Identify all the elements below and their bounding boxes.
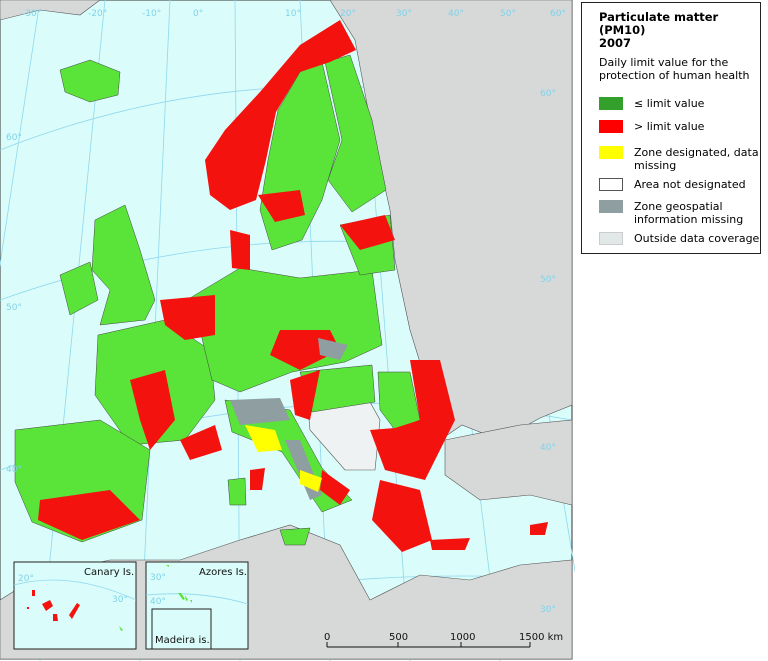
svg-text:0°: 0° (193, 9, 203, 19)
svg-text:40°: 40° (6, 465, 22, 475)
white-swatch (599, 178, 623, 191)
red-swatch (599, 120, 623, 133)
legend-item-above-limit: > limit value (599, 120, 704, 133)
pm10-map[interactable]: -30° -20° -10° 0° 10° 20° 30° 40° 50° 60… (0, 0, 575, 661)
svg-text:1000: 1000 (450, 632, 475, 643)
inset-canary-islands: 20° 30° Canary Is. (13, 561, 137, 650)
legend-subtitle: Daily limit value for the protection of h… (599, 56, 750, 82)
zones-above-limit (38, 20, 548, 552)
svg-text:60°: 60° (550, 9, 566, 19)
svg-text:20°: 20° (18, 574, 34, 584)
svg-text:50°: 50° (540, 275, 556, 285)
svg-text:-10°: -10° (142, 9, 161, 19)
svg-text:40°: 40° (448, 9, 464, 19)
legend-item-below-limit: ≤ limit value (599, 97, 704, 110)
legend-item-not-designated: Area not designated (599, 178, 746, 191)
svg-text:60°: 60° (6, 133, 22, 143)
land-outside-coverage (0, 0, 573, 660)
map-legend: Particulate matter (PM10) 2007 Daily limi… (581, 2, 761, 254)
svg-text:30°: 30° (112, 595, 128, 605)
scale-bar: 0 500 1000 1500 km (324, 632, 563, 648)
svg-text:500: 500 (389, 632, 408, 643)
svg-text:50°: 50° (6, 303, 22, 313)
svg-text:30°: 30° (396, 9, 412, 19)
svg-text:Madeira is.: Madeira is. (155, 635, 210, 646)
svg-text:30°: 30° (150, 573, 166, 583)
inset-madeira: Madeira is. (119, 608, 212, 650)
green-swatch (599, 97, 623, 110)
graticule-labels: -30° -20° -10° 0° 10° 20° 30° 40° 50° 60… (6, 9, 566, 615)
svg-text:Canary Is.: Canary Is. (84, 567, 134, 578)
svg-text:40°: 40° (150, 597, 166, 607)
svg-text:-30°: -30° (22, 9, 41, 19)
svg-text:0: 0 (324, 632, 330, 643)
zones-data-missing (245, 425, 322, 492)
svg-text:-20°: -20° (88, 9, 107, 19)
svg-text:30°: 30° (540, 605, 556, 615)
legend-item-geospatial-missing: Zone geospatial information missing (599, 200, 743, 226)
svg-text:40°: 40° (540, 443, 556, 453)
svg-text:1500 km: 1500 km (519, 632, 563, 643)
svg-text:10°: 10° (285, 9, 301, 19)
legend-title: Particulate matter (PM10) 2007 (599, 10, 719, 50)
light-grey-swatch (599, 232, 623, 245)
svg-text:Azores Is.: Azores Is. (199, 567, 247, 578)
legend-item-data-missing: Zone designated, data missing (599, 146, 759, 172)
svg-text:50°: 50° (500, 9, 516, 19)
legend-item-outside-coverage: Outside data coverage (599, 232, 759, 245)
svg-text:20°: 20° (340, 9, 356, 19)
grey-swatch (599, 200, 623, 213)
svg-text:60°: 60° (540, 89, 556, 99)
yellow-swatch (599, 146, 623, 159)
